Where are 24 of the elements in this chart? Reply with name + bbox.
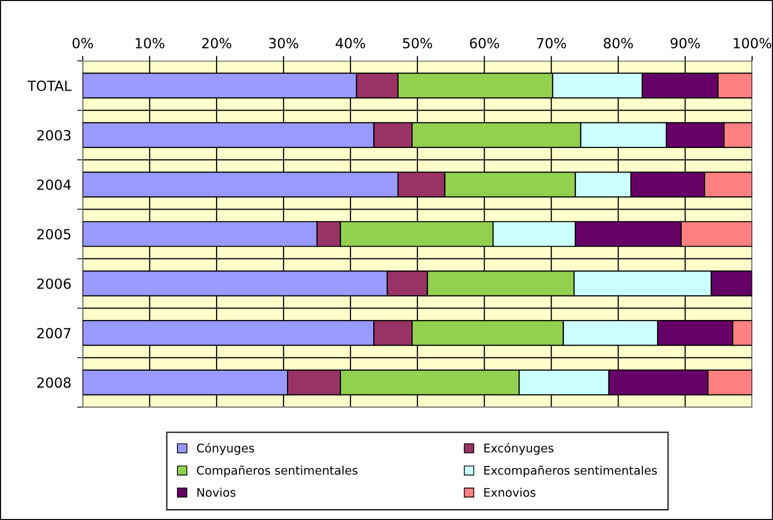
x-tick-label: 60% (470, 38, 500, 48)
legend-label: Exnovios (484, 488, 536, 497)
legend-label: Compañeros sentimentales (196, 465, 358, 478)
x-tick-label: 50% (403, 38, 432, 48)
x-tick-label: 20% (202, 38, 232, 48)
x-tick-label: 100% (734, 38, 772, 48)
y-tick-label: 2004 (37, 179, 71, 190)
x-tick-label: 90% (670, 38, 700, 48)
x-tick-label: 0% (72, 38, 93, 48)
legend-label: Excompañeros sentimentales (484, 465, 657, 478)
y-tick-label: 2006 (37, 278, 71, 289)
y-tick-label: 2008 (37, 377, 71, 388)
y-tick-label: 2005 (37, 228, 70, 240)
x-tick-label: 40% (336, 38, 366, 48)
x-tick-label: 30% (269, 38, 298, 48)
y-tick-label: 2003 (37, 130, 70, 141)
x-tick-label: 10% (136, 38, 164, 48)
legend-label: Cónyuges (196, 442, 254, 455)
x-tick-label: 80% (604, 38, 633, 48)
y-tick-label: 2007 (37, 328, 70, 338)
legend-label: Excónyuges (484, 442, 554, 455)
x-tick-label: 70% (537, 38, 566, 48)
y-tick-label: TOTAL (27, 80, 72, 92)
legend-label: Novios (197, 488, 236, 497)
